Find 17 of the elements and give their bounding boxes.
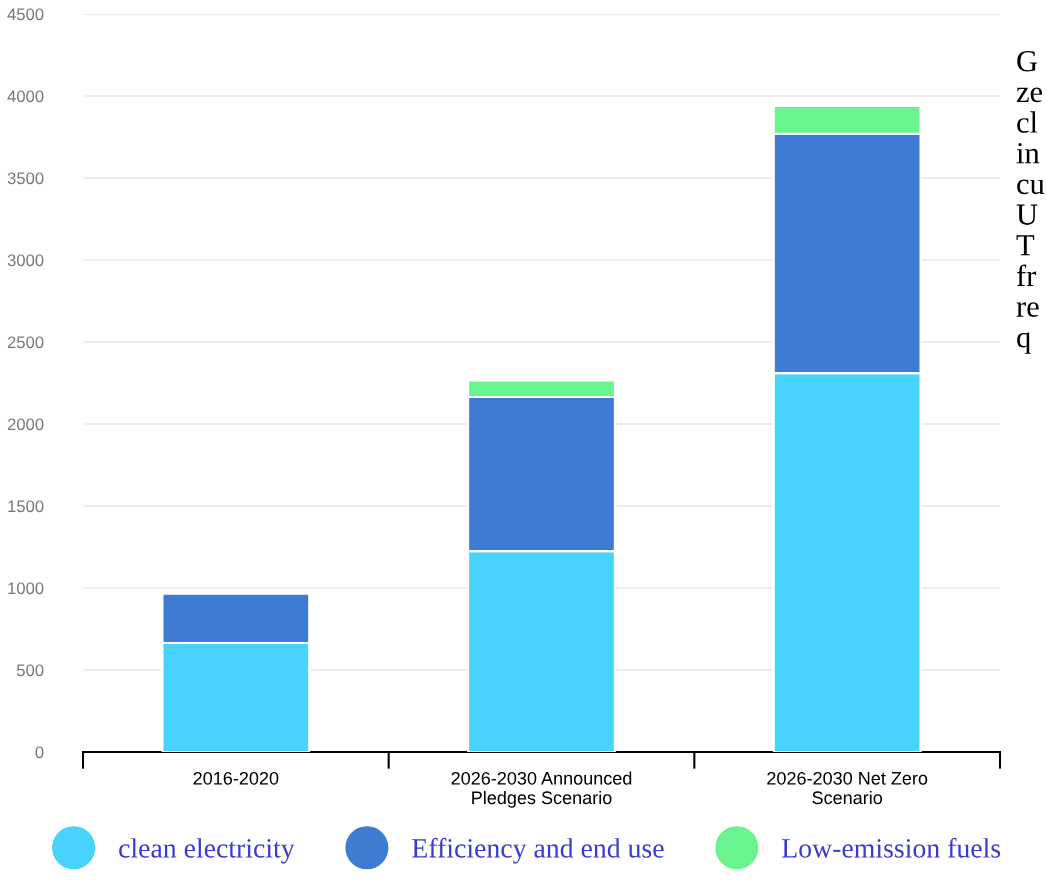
x-tick-label: 2016-2020	[193, 771, 279, 785]
y-tick-label: 3000	[7, 254, 44, 267]
y-tick-label: 2000	[7, 418, 44, 431]
legend-label: clean electricity	[119, 838, 295, 864]
x-tick-label: 2026-2030 Announced Pledges Scenario	[451, 771, 632, 808]
legend-label: Low-emission fuels	[782, 837, 1001, 858]
y-tick-label: 3500	[7, 172, 44, 185]
y-tick-label: 2500	[7, 336, 44, 349]
legend-label: Efficiency and end use	[412, 837, 664, 864]
y-tick-label: 4000	[7, 90, 44, 103]
text: G ze cl in cu U T fr re q	[1016, 50, 1045, 354]
y-tick-label: 1000	[8, 582, 44, 595]
y-tick-label: 4500	[7, 8, 44, 21]
x-tick-label: 2026-2030 Net Zero Scenario	[767, 771, 928, 805]
y-tick-label: 1500	[8, 500, 44, 513]
y-tick-label: 500	[16, 664, 44, 677]
y-tick-label: 0	[35, 746, 44, 759]
